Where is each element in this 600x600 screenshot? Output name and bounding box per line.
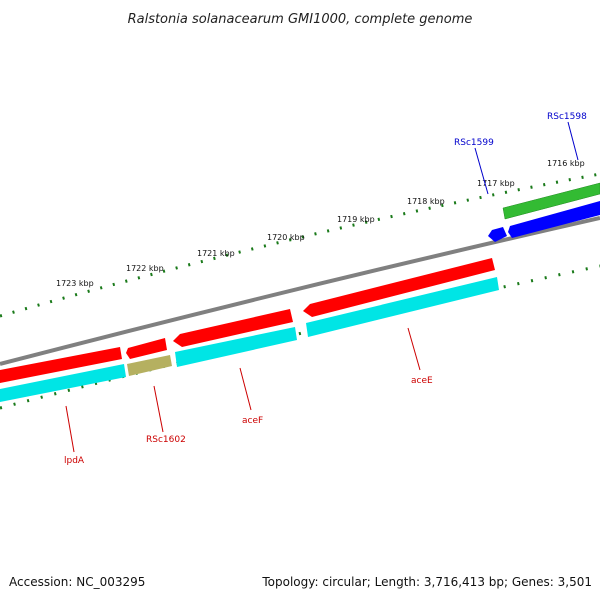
leader-line-RSc1602 <box>153 385 164 433</box>
genome-summary: Topology: circular; Length: 3,716,413 bp… <box>261 575 592 589</box>
scale-label: 1719 kbp <box>337 215 375 224</box>
inner-scale-track <box>0 264 600 410</box>
leader-line-aceE <box>407 327 421 371</box>
cds-arrow-lpdA[interactable] <box>0 347 122 383</box>
gene-label-lpdA[interactable]: lpdA <box>64 456 85 466</box>
scale-label: 1718 kbp <box>407 197 445 206</box>
scale-label: 1722 kbp <box>126 264 164 273</box>
scale-label: 1720 kbp <box>267 233 305 242</box>
cds-arrow-RSc1599[interactable] <box>488 227 507 242</box>
gene-labels: RSc1598 RSc1599 aceE aceF RSc1602 lpdA <box>64 112 587 466</box>
leader-line-RSc1598 <box>567 121 579 161</box>
gene-label-RSc1599[interactable]: RSc1599 <box>454 138 494 148</box>
scale-label: 1716 kbp <box>547 159 585 168</box>
cds-arrow-RSc1602[interactable] <box>126 338 167 359</box>
gene-block-aceF[interactable] <box>175 327 297 367</box>
genome-backbone <box>0 216 600 366</box>
scale-labels: 1716 kbp 1717 kbp 1718 kbp 1719 kbp 1720… <box>56 159 585 288</box>
gene-block-lpdA[interactable] <box>0 364 126 402</box>
cds-arrow-aceE[interactable] <box>303 258 495 317</box>
cds-arrow-aceF[interactable] <box>173 309 293 347</box>
accession-label: Accession: NC_003295 <box>9 575 145 589</box>
gene-block-RSc1598[interactable] <box>502 182 600 220</box>
leader-line-RSc1599 <box>474 147 489 195</box>
gene-block-aceE[interactable] <box>306 277 499 337</box>
scale-label: 1717 kbp <box>477 179 515 188</box>
gene-label-RSc1598[interactable]: RSc1598 <box>547 112 587 122</box>
leader-line-aceF <box>239 367 252 411</box>
gene-block-RSc1602[interactable] <box>127 355 172 376</box>
scale-label: 1723 kbp <box>56 279 94 288</box>
leader-line-lpdA <box>65 405 75 453</box>
gene-label-aceF[interactable]: aceF <box>242 416 263 426</box>
scale-label: 1721 kbp <box>197 249 235 258</box>
gene-label-aceE[interactable]: aceE <box>411 376 433 386</box>
gene-label-RSc1602[interactable]: RSc1602 <box>146 435 186 445</box>
outer-scale-track <box>0 172 600 318</box>
cds-arrow-RSc1598[interactable] <box>508 201 600 238</box>
map-title: Ralstonia solanacearum GMI1000, complete… <box>128 12 473 27</box>
